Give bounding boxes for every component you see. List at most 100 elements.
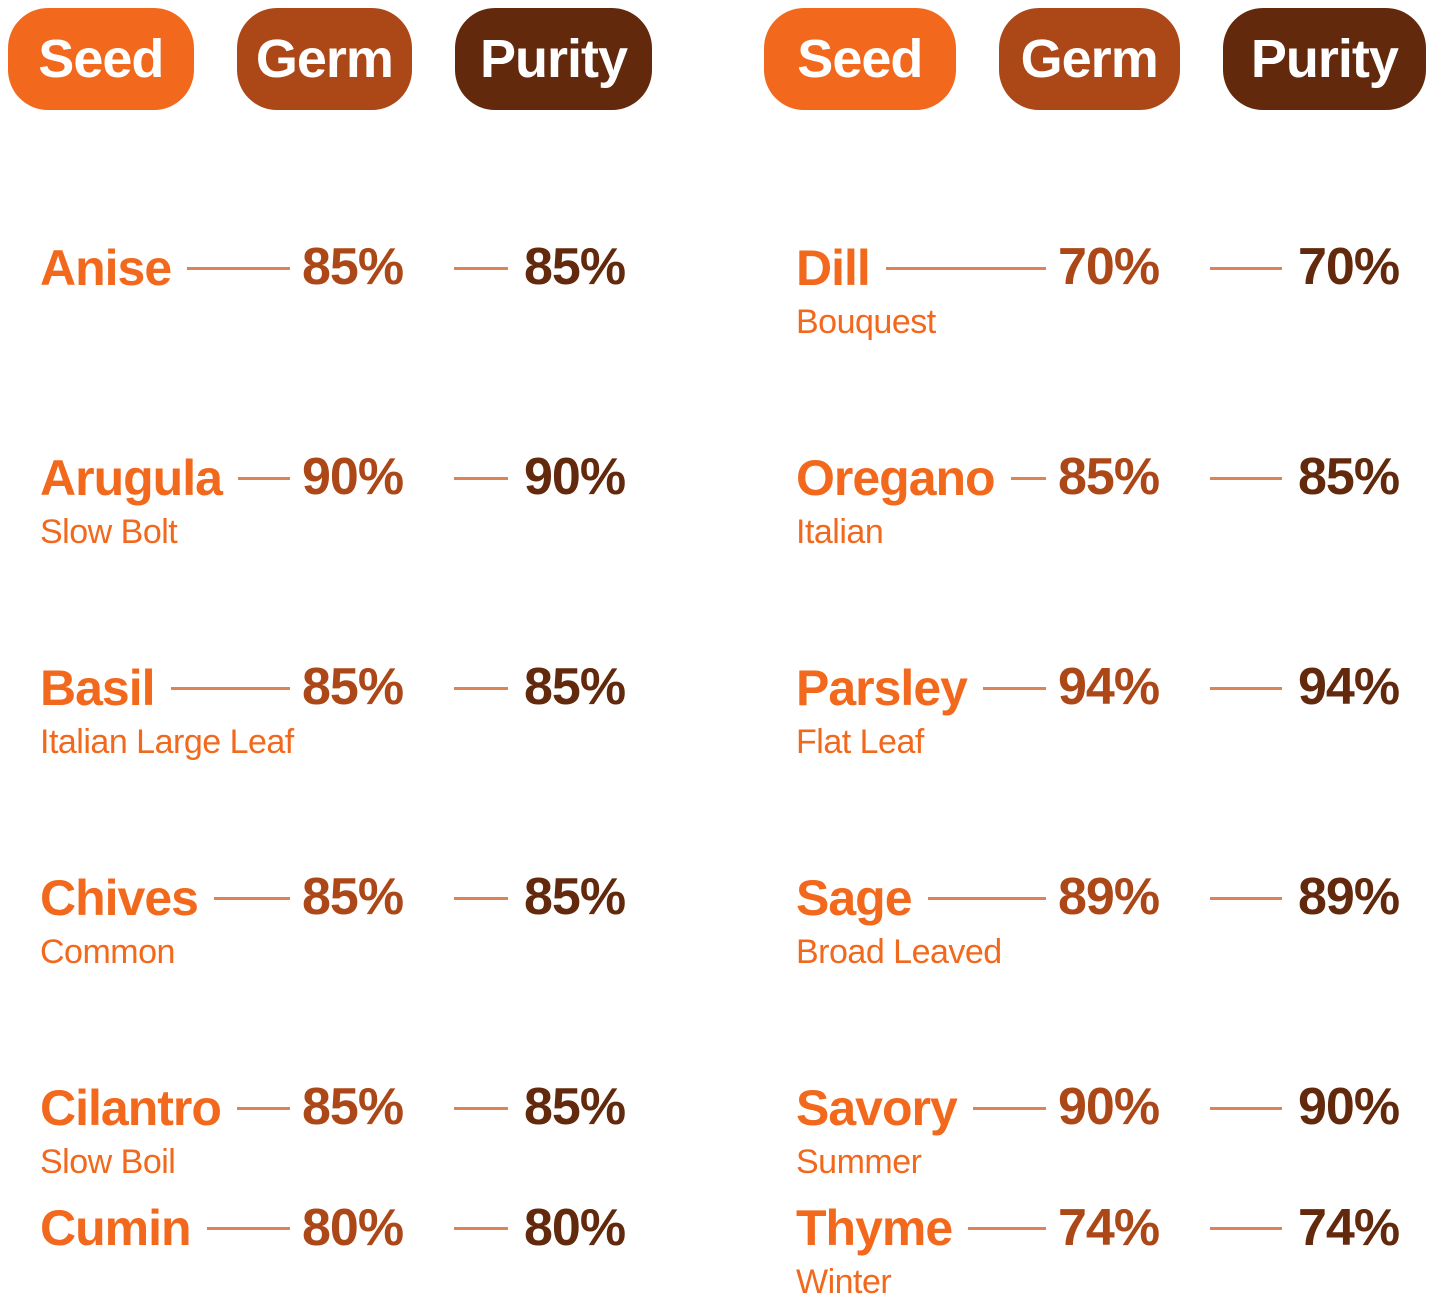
connector-line (968, 1227, 1046, 1231)
connector-line (972, 1106, 1046, 1110)
seed-header-label: Seed (797, 29, 923, 89)
connector-line (982, 686, 1046, 690)
seed-name: Parsley (796, 659, 968, 716)
germ-value: 85% (302, 1078, 404, 1137)
table-row: Cilantro Slow Boil 85% 85% (40, 990, 652, 1200)
purity-value: 85% (524, 658, 626, 717)
seed-variety: Winter (796, 1263, 892, 1302)
purity-value: 85% (524, 1078, 626, 1137)
connector-line (454, 266, 508, 270)
germ-value: 85% (1058, 448, 1160, 507)
connector-line (454, 1227, 508, 1231)
table-row: Anise 85% 85% (40, 150, 652, 360)
seed-name-cell: Parsley Flat Leaf (796, 659, 1058, 761)
table-row: Arugula Slow Bolt 90% 90% (40, 360, 652, 570)
connector-line (236, 1106, 290, 1110)
connector-line (1210, 896, 1282, 900)
seed-name: Chives (40, 869, 199, 926)
seed-name-cell: Thyme Winter (796, 1201, 1058, 1301)
germ-value: 89% (1058, 868, 1160, 927)
table-row: Basil Italian Large Leaf 85% 85% (40, 570, 652, 780)
connector-line (1210, 1227, 1282, 1231)
connector-line (213, 896, 290, 900)
connector-line (170, 686, 290, 690)
table-row: Thyme Winter 74% 74% (796, 1199, 1426, 1301)
seed-name-cell: Chives Common (40, 869, 302, 971)
seed-name-cell: Dill Bouquest (796, 239, 1058, 341)
germ-header-pill: Germ (236, 8, 413, 110)
seed-variety: Italian (796, 512, 884, 551)
table-row: Savory Summer 90% 90% (796, 990, 1426, 1200)
connector-cell (1208, 686, 1298, 690)
table-row: Sage Broad Leaved 89% 89% (796, 780, 1426, 990)
rows-left: Anise 85% 85% Arugula Slow Bolt 90% 90% … (40, 150, 652, 1257)
seed-variety: Common (40, 932, 175, 971)
seed-name: Dill (796, 239, 871, 296)
purity-value: 85% (1298, 448, 1400, 507)
connector-line (1210, 686, 1282, 690)
purity-value: 74% (1298, 1199, 1400, 1257)
connector-line (454, 686, 508, 690)
connector-line (1210, 1106, 1282, 1110)
seed-name: Basil (40, 659, 156, 716)
seed-name-cell: Anise (40, 240, 302, 296)
seed-variety: Slow Bolt (40, 512, 178, 551)
rows-right: Dill Bouquest 70% 70% Oregano Italian 85… (796, 150, 1426, 1301)
seed-variety: Summer (796, 1142, 922, 1181)
connector-line (206, 1227, 290, 1231)
connector-cell (1208, 1227, 1298, 1231)
table-row: Parsley Flat Leaf 94% 94% (796, 570, 1426, 780)
seed-variety: Flat Leaf (796, 722, 924, 761)
table-row: Chives Common 85% 85% (40, 780, 652, 990)
connector-cell (452, 1106, 524, 1110)
connector-line (454, 476, 508, 480)
seed-name-cell: Cilantro Slow Boil (40, 1080, 302, 1181)
germ-value: 90% (302, 448, 404, 507)
purity-header-pill: Purity (1222, 8, 1426, 110)
purity-value: 94% (1298, 658, 1400, 717)
seed-name-cell: Savory Summer (796, 1080, 1058, 1181)
seed-name: Oregano (796, 449, 996, 506)
germ-value: 85% (302, 658, 404, 717)
connector-cell (452, 896, 524, 900)
seed-variety: Bouquest (796, 302, 936, 341)
germ-header-label: Germ (255, 29, 394, 89)
germ-header-label: Germ (1020, 29, 1159, 89)
seed-name-cell: Oregano Italian (796, 449, 1058, 551)
purity-value: 90% (1298, 1078, 1400, 1137)
germ-value: 94% (1058, 658, 1160, 717)
seed-name-cell: Arugula Slow Bolt (40, 449, 302, 551)
germ-header-pill: Germ (998, 8, 1180, 110)
purity-value: 89% (1298, 868, 1400, 927)
header-row: Seed Germ Purity (8, 8, 652, 110)
connector-line (885, 266, 1046, 270)
connector-line (454, 1106, 508, 1110)
seed-variety: Broad Leaved (796, 932, 1002, 971)
connector-cell (452, 266, 524, 270)
column-right: Seed Germ Purity Dill Bouquest 70% 70% O… (756, 0, 1426, 1301)
connector-line (1010, 476, 1046, 480)
connector-cell (452, 686, 524, 690)
purity-header-label: Purity (1250, 29, 1399, 89)
purity-value: 85% (524, 238, 626, 297)
seed-name-cell: Basil Italian Large Leaf (40, 659, 302, 761)
table-row: Cumin 80% 80% (40, 1199, 652, 1257)
table-row: Dill Bouquest 70% 70% (796, 150, 1426, 360)
column-left: Seed Germ Purity Anise 85% 85% Arugula S… (0, 0, 652, 1257)
seed-header-pill: Seed (8, 8, 194, 110)
seed-name: Arugula (40, 449, 223, 506)
connector-cell (1208, 1106, 1298, 1110)
seed-name-cell: Cumin (40, 1201, 302, 1256)
connector-line (927, 896, 1046, 900)
connector-line (1210, 266, 1282, 270)
connector-line (454, 896, 508, 900)
seed-variety: Italian Large Leaf (40, 722, 294, 761)
germ-value: 85% (302, 238, 404, 297)
seed-name-cell: Sage Broad Leaved (796, 869, 1058, 971)
purity-value: 90% (524, 448, 626, 507)
connector-cell (452, 476, 524, 480)
seed-variety: Slow Boil (40, 1142, 176, 1181)
seed-name: Sage (796, 869, 913, 926)
germ-value: 90% (1058, 1078, 1160, 1137)
